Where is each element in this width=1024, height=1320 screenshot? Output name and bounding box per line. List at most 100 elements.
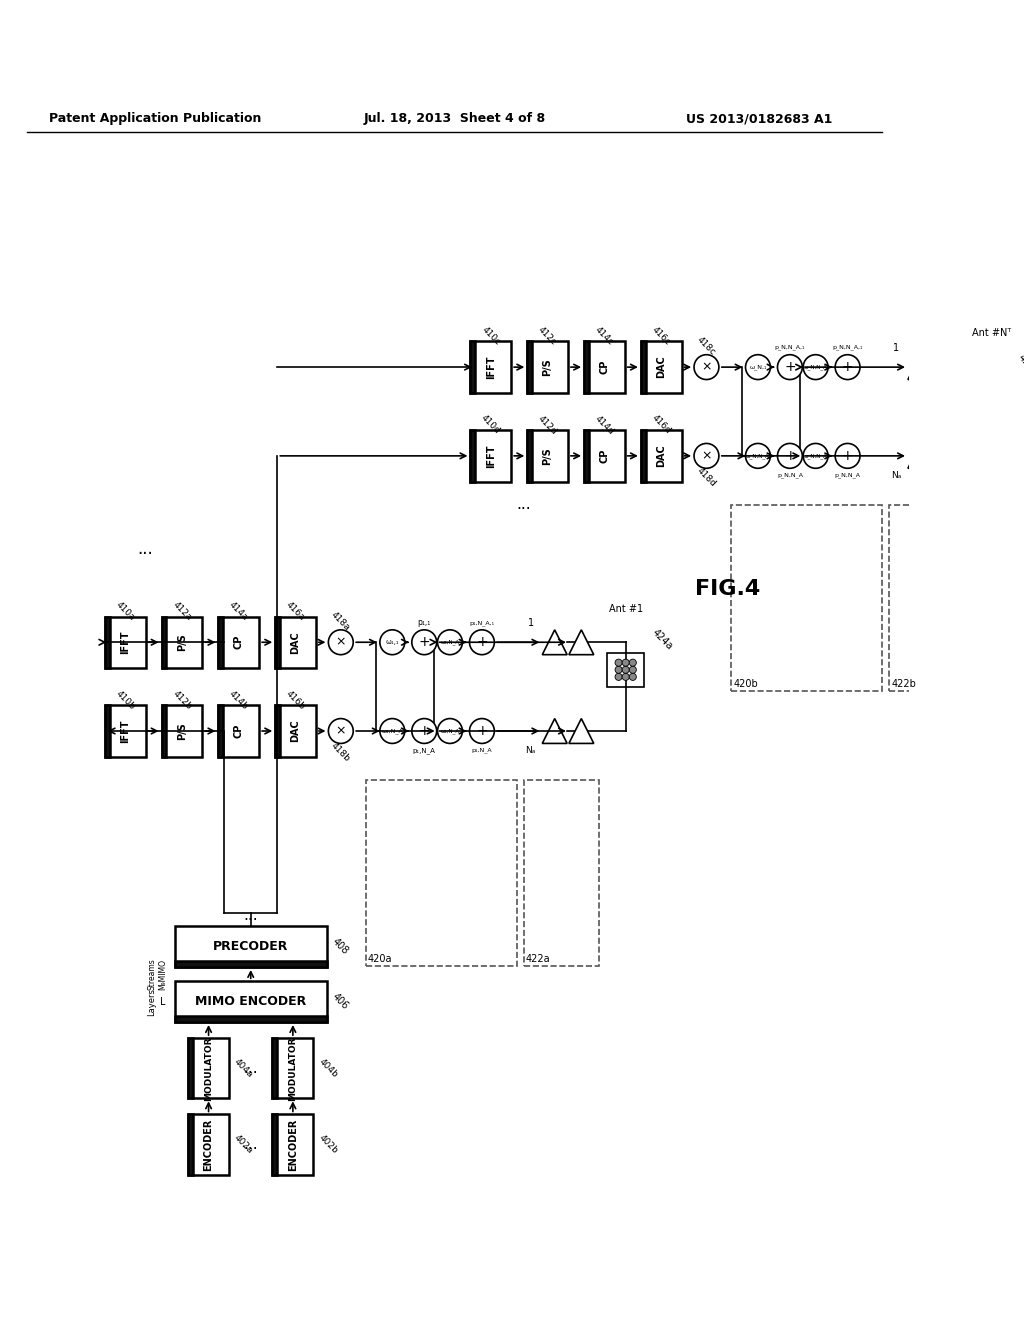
Bar — [527, 342, 568, 393]
Circle shape — [981, 391, 988, 399]
Text: +: + — [842, 449, 853, 463]
Text: +: + — [842, 360, 853, 374]
Circle shape — [981, 399, 988, 405]
Text: 414b: 414b — [227, 689, 250, 711]
Circle shape — [623, 659, 630, 667]
Text: DAC: DAC — [291, 631, 300, 653]
Bar — [104, 616, 110, 668]
Circle shape — [777, 444, 803, 469]
Text: Patent Application Publication: Patent Application Publication — [49, 112, 261, 125]
Text: ...: ... — [244, 1137, 258, 1152]
Text: ω₁,N_A: ω₁,N_A — [381, 729, 403, 734]
Text: ×: × — [336, 725, 346, 738]
Text: 410c: 410c — [480, 325, 502, 347]
Bar — [175, 981, 327, 1022]
Text: Nₐ: Nₐ — [525, 746, 536, 755]
Bar — [175, 1016, 327, 1022]
Text: 412a: 412a — [171, 601, 194, 622]
Bar — [470, 430, 475, 482]
Bar — [104, 616, 145, 668]
Bar — [275, 705, 280, 756]
Bar — [641, 430, 646, 482]
Text: ω_N,N_A: ω_N,N_A — [804, 453, 827, 459]
Bar — [104, 705, 145, 756]
Bar — [584, 342, 589, 393]
Text: ENCODER: ENCODER — [288, 1118, 298, 1171]
Text: DAC: DAC — [656, 445, 667, 467]
Text: ×: × — [336, 636, 346, 648]
Text: CP: CP — [599, 449, 609, 463]
Text: P/S: P/S — [177, 722, 187, 741]
Text: 424a: 424a — [650, 627, 675, 652]
Text: 418b: 418b — [330, 741, 352, 763]
Circle shape — [694, 444, 719, 469]
Text: ...: ... — [516, 498, 531, 512]
Bar — [272, 1038, 278, 1098]
Bar — [218, 616, 259, 668]
Polygon shape — [543, 718, 567, 743]
Circle shape — [803, 355, 828, 380]
Circle shape — [745, 444, 770, 469]
Bar — [272, 1038, 313, 1098]
Text: L: L — [160, 997, 165, 1007]
Text: ω_N,₁: ω_N,₁ — [750, 364, 767, 370]
Text: P/S: P/S — [177, 634, 187, 651]
Text: 410b: 410b — [114, 689, 136, 711]
Text: CP: CP — [599, 360, 609, 375]
Text: +: + — [784, 449, 796, 463]
Bar — [889, 504, 965, 692]
Text: Nₐ: Nₐ — [891, 471, 901, 480]
Text: 412b: 412b — [171, 689, 194, 711]
Circle shape — [630, 659, 636, 667]
Text: CP: CP — [233, 635, 244, 649]
Bar — [973, 378, 1010, 412]
Circle shape — [694, 355, 719, 380]
Polygon shape — [543, 630, 567, 655]
Text: DAC: DAC — [291, 719, 300, 742]
Bar — [162, 616, 203, 668]
Circle shape — [981, 384, 988, 391]
Circle shape — [412, 630, 436, 655]
Text: IFFT: IFFT — [485, 444, 496, 467]
Text: p_N,N_A: p_N,N_A — [777, 473, 803, 478]
Bar — [470, 430, 511, 482]
Text: ENCODER: ENCODER — [204, 1118, 214, 1171]
Text: IFFT: IFFT — [120, 631, 130, 653]
Bar — [162, 705, 167, 756]
Bar — [470, 342, 475, 393]
Bar — [607, 653, 644, 686]
Bar — [175, 961, 327, 968]
Bar — [366, 780, 516, 966]
Bar — [188, 1038, 194, 1098]
Text: p_N,N_A: p_N,N_A — [835, 473, 860, 478]
Text: ×: × — [701, 360, 712, 374]
Text: Ant #Nᵀ: Ant #Nᵀ — [972, 329, 1011, 338]
Circle shape — [988, 384, 995, 391]
Bar — [218, 705, 223, 756]
Text: +: + — [784, 360, 796, 374]
Text: ×: × — [701, 449, 712, 462]
Text: P/S: P/S — [543, 447, 553, 465]
Text: PRECODER: PRECODER — [213, 940, 289, 953]
Circle shape — [995, 391, 1002, 399]
Bar — [272, 1114, 278, 1175]
Circle shape — [988, 391, 995, 399]
Text: +: + — [419, 635, 430, 649]
Bar — [175, 927, 327, 968]
Circle shape — [380, 718, 404, 743]
Text: p₁,N_A,₁: p₁,N_A,₁ — [469, 620, 495, 626]
Circle shape — [836, 355, 860, 380]
Text: 404b: 404b — [316, 1057, 339, 1080]
Circle shape — [615, 667, 623, 673]
Bar — [527, 430, 568, 482]
Polygon shape — [935, 355, 959, 380]
Circle shape — [437, 718, 463, 743]
Text: Ant #1: Ant #1 — [608, 603, 643, 614]
Bar — [527, 430, 532, 482]
Circle shape — [995, 399, 1002, 405]
Polygon shape — [908, 444, 933, 469]
Circle shape — [437, 630, 463, 655]
Text: 402a: 402a — [232, 1134, 255, 1156]
Text: p₁,₁: p₁,₁ — [418, 618, 431, 627]
Bar — [275, 705, 316, 756]
